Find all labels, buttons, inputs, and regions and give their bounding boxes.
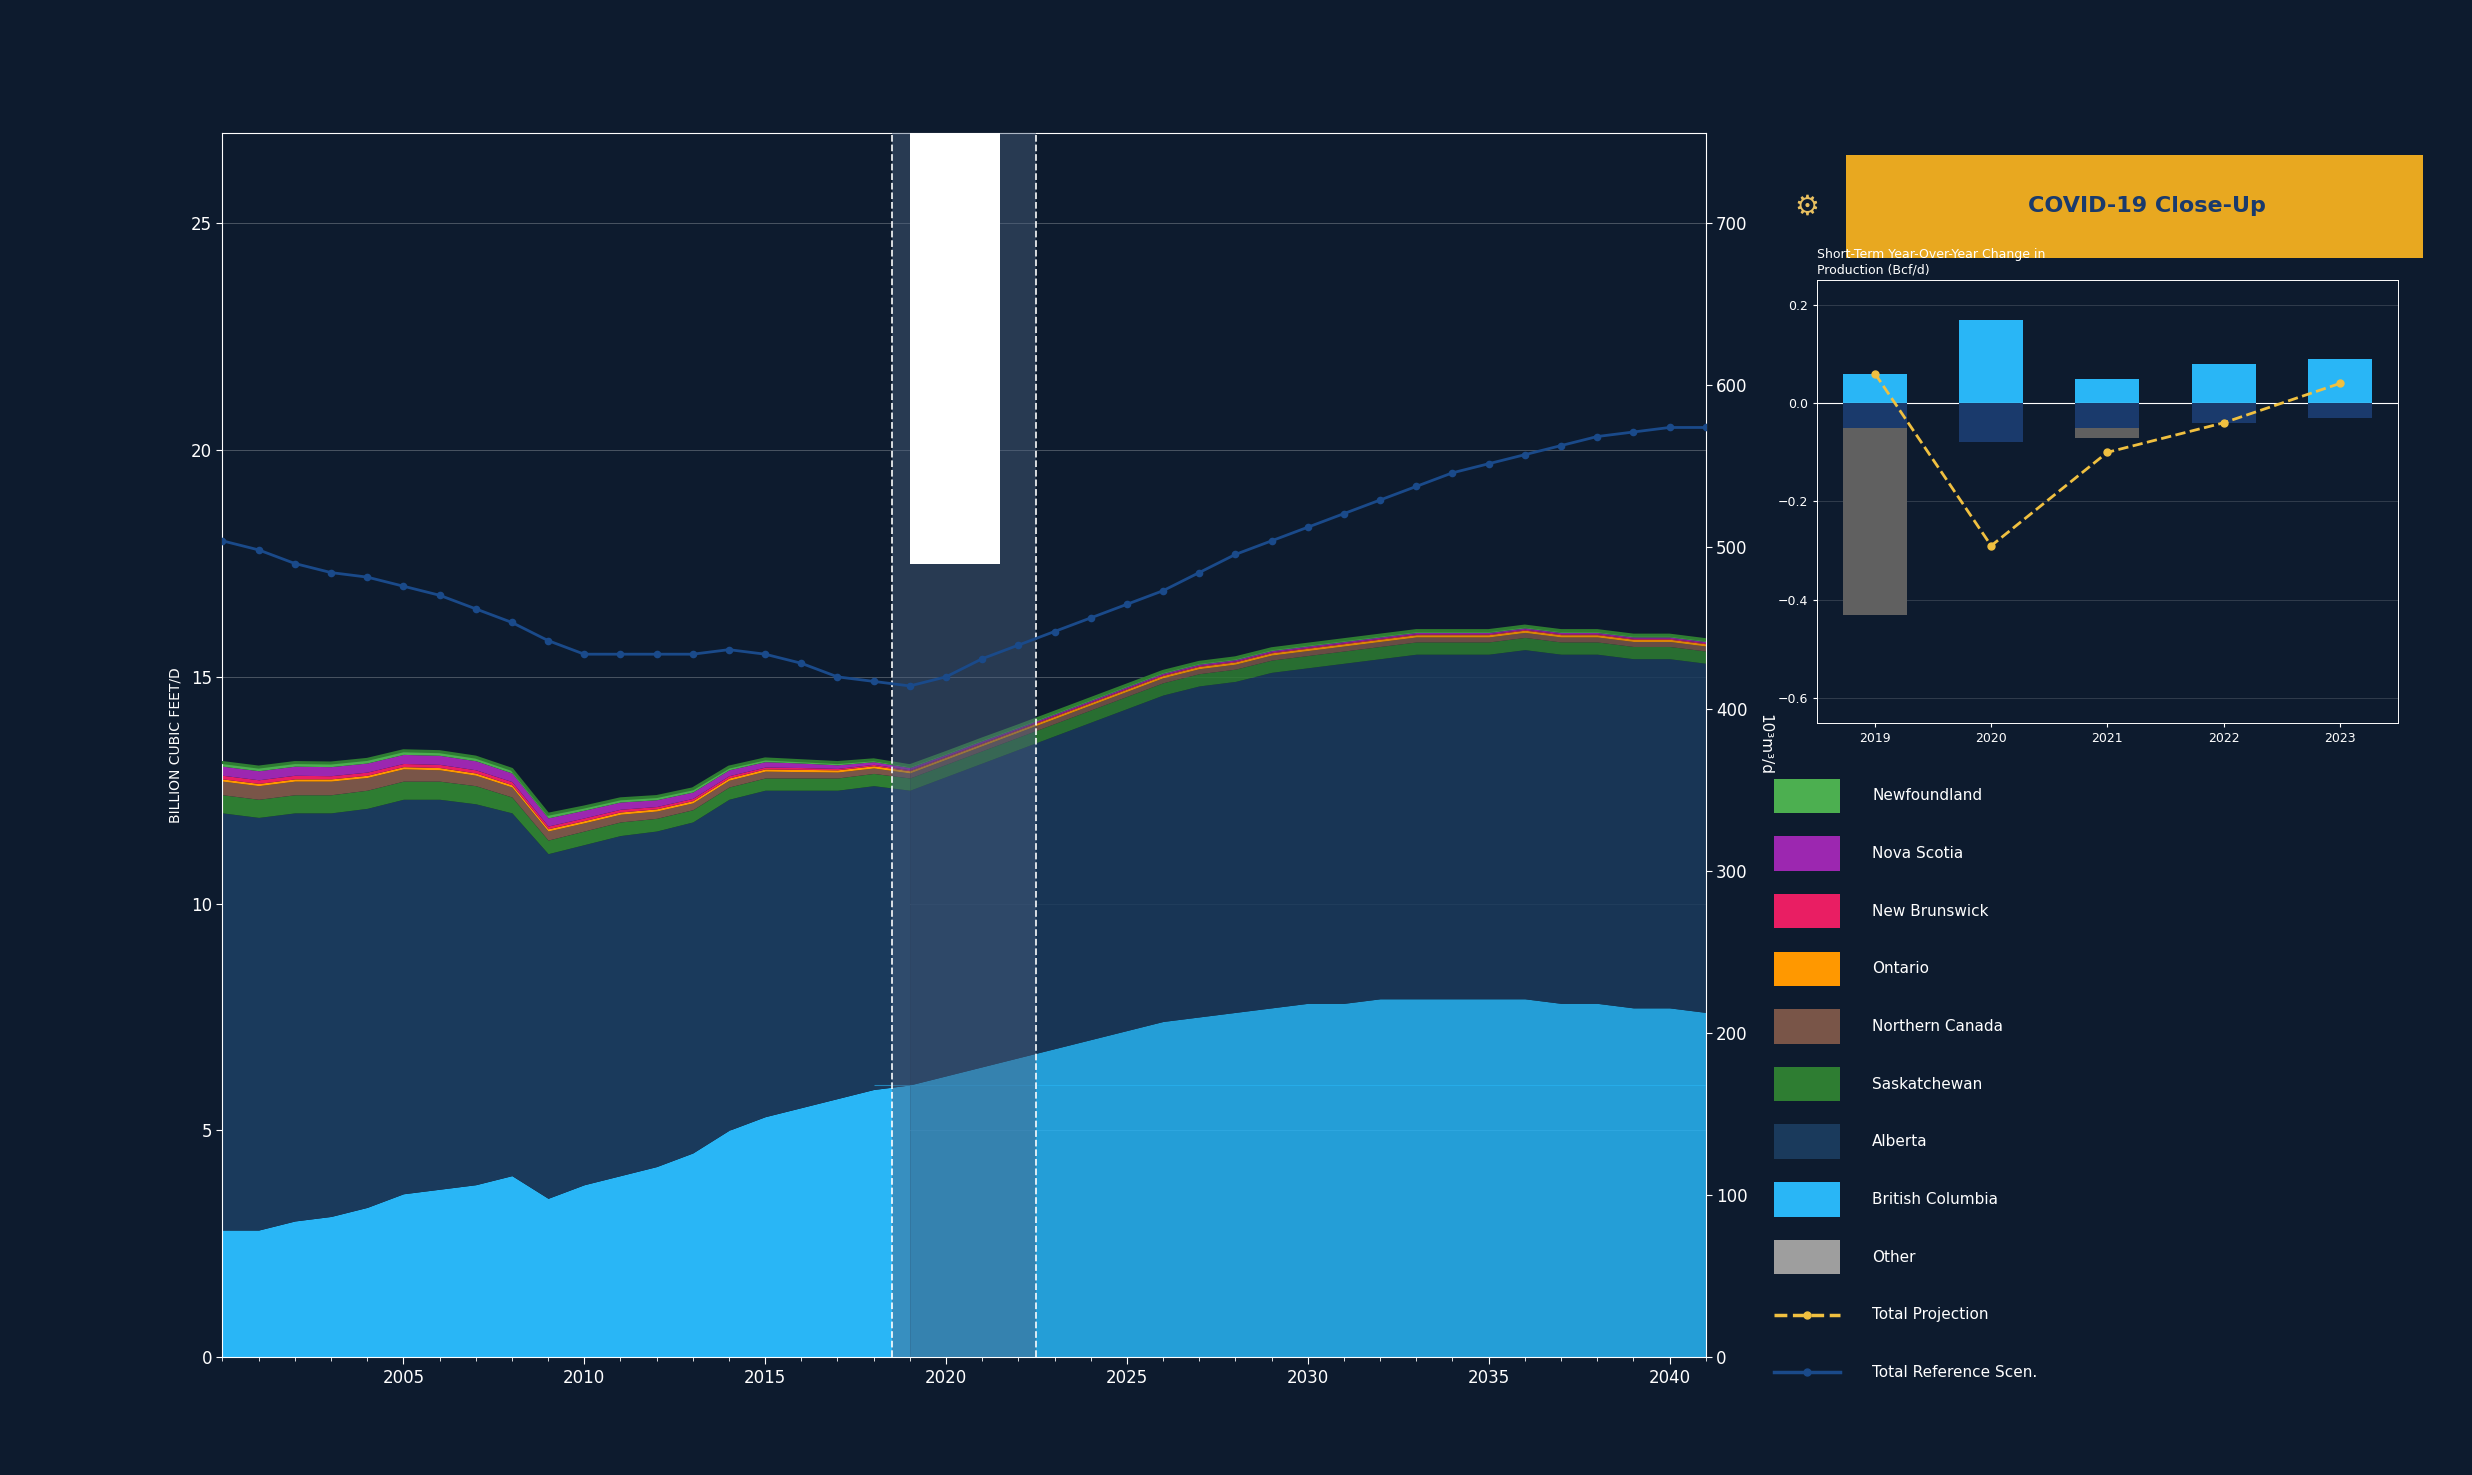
Bar (1775, 1009, 1839, 1044)
Bar (1775, 1124, 1839, 1159)
Text: Alberta: Alberta (1871, 1134, 1928, 1149)
Bar (892, 133, 1036, 1357)
Bar (2076, 403, 2138, 438)
Bar (2309, 403, 2371, 417)
Text: Short-Term Year-Over-Year Change in
Production (Bcf/d): Short-Term Year-Over-Year Change in Prod… (1817, 248, 2044, 276)
Bar (1844, 403, 1906, 615)
Bar (1960, 320, 2022, 403)
Bar (2076, 403, 2138, 428)
Bar (1844, 403, 1906, 428)
Bar (1775, 779, 1839, 813)
Bar (2193, 364, 2254, 403)
Bar (2193, 403, 2254, 423)
Text: New Brunswick: New Brunswick (1871, 904, 1990, 919)
Bar (910, 133, 1001, 563)
Text: Saskatchewan: Saskatchewan (1871, 1077, 1983, 1092)
Bar (1847, 155, 2423, 258)
Text: Nova Scotia: Nova Scotia (1871, 847, 1963, 861)
Text: COVID-19 Close-Up: COVID-19 Close-Up (2030, 196, 2267, 217)
Bar (1844, 373, 1906, 403)
Text: Ontario: Ontario (1871, 962, 1928, 976)
Bar (1960, 403, 2022, 442)
Text: Northern Canada: Northern Canada (1871, 1019, 2002, 1034)
Bar (1775, 1066, 1839, 1102)
Text: Total Projection: Total Projection (1871, 1307, 1990, 1322)
Bar (1775, 951, 1839, 987)
Y-axis label: BILLION CUBIC FEET/D: BILLION CUBIC FEET/D (168, 667, 183, 823)
Bar (1960, 403, 2022, 432)
Bar (1775, 894, 1839, 928)
Bar (1775, 836, 1839, 870)
Bar (1775, 1240, 1839, 1274)
Bar (2193, 403, 2254, 423)
Bar (1775, 1181, 1839, 1217)
Text: Newfoundland: Newfoundland (1871, 788, 1983, 804)
Bar (2309, 403, 2371, 413)
Y-axis label: 10³m³/d: 10³m³/d (1758, 714, 1772, 776)
Text: Total Reference Scen.: Total Reference Scen. (1871, 1364, 2037, 1381)
Bar (2076, 379, 2138, 403)
Text: ⚙: ⚙ (1795, 193, 1819, 220)
Bar (2309, 358, 2371, 403)
Text: Other: Other (1871, 1249, 1916, 1264)
Text: British Columbia: British Columbia (1871, 1192, 1997, 1207)
